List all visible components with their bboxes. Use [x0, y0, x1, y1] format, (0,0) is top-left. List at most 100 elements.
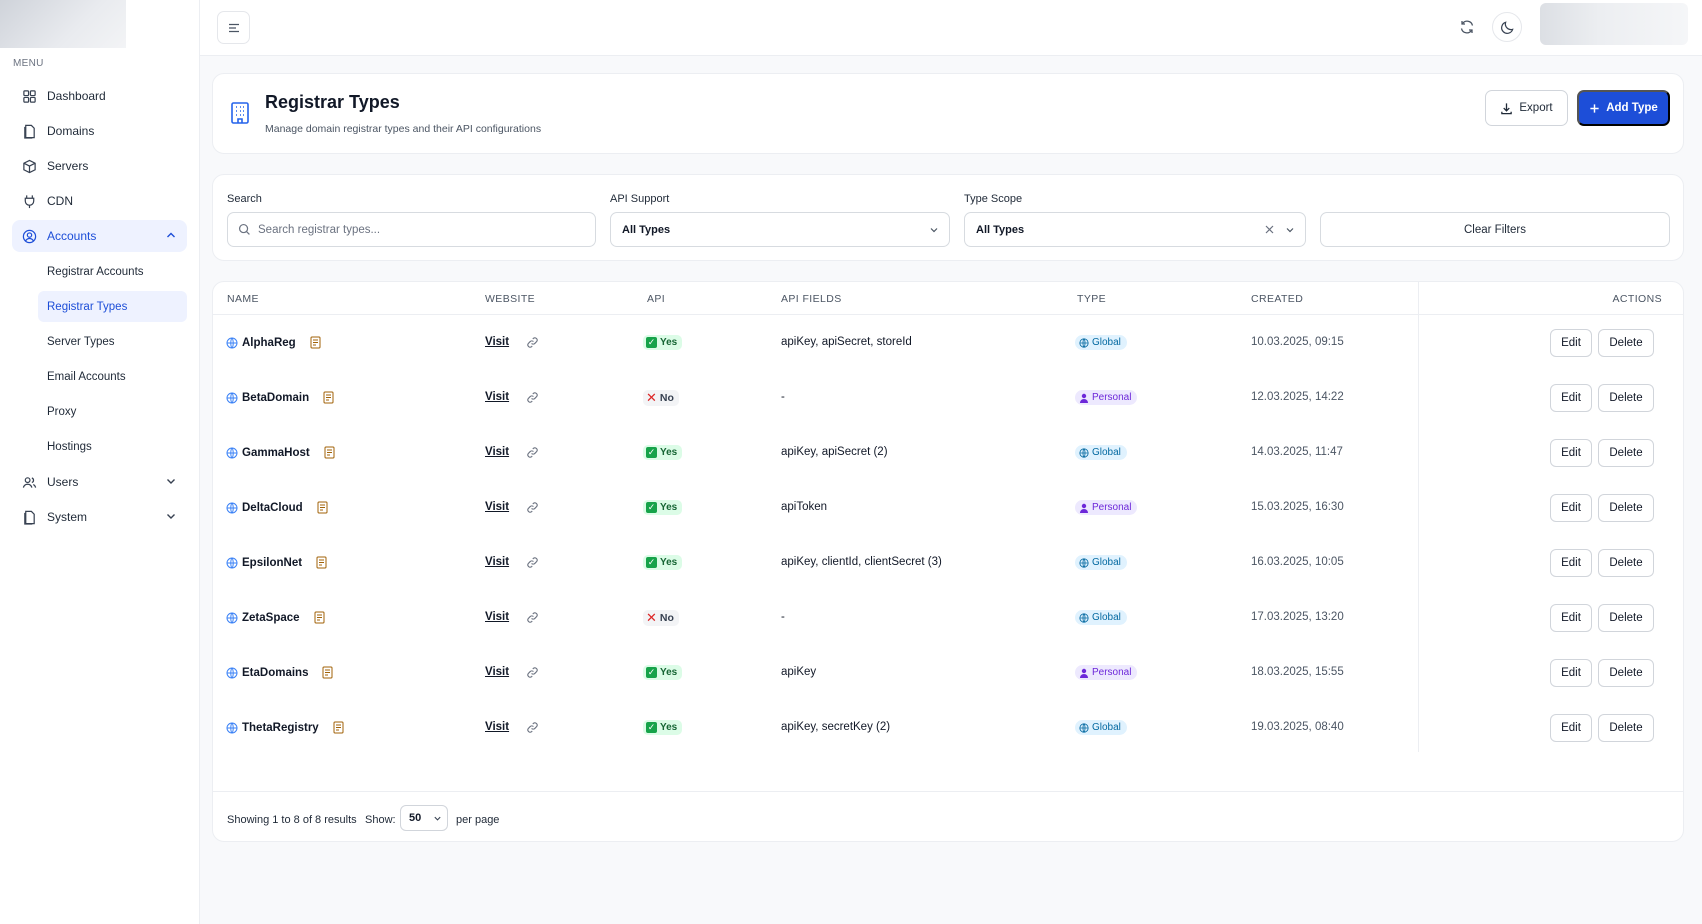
type-scope-select[interactable]: All Types: [964, 212, 1306, 247]
search-placeholder: Search registrar types...: [258, 223, 381, 236]
link-icon[interactable]: [526, 611, 539, 624]
notes-icon[interactable]: [333, 721, 344, 734]
add-type-button[interactable]: Add Type: [1577, 90, 1670, 126]
column-header-api-fields[interactable]: API FIELDS: [781, 293, 842, 305]
sidebar-item-users[interactable]: Users: [12, 466, 187, 498]
sidebar-subitem-hostings[interactable]: Hostings: [47, 440, 92, 453]
clear-filters-button[interactable]: Clear Filters: [1320, 212, 1670, 247]
notes-icon[interactable]: [310, 336, 321, 349]
column-header-api[interactable]: API: [647, 293, 666, 305]
api-yes-badge: ✓ Yes: [643, 665, 683, 680]
link-icon[interactable]: [526, 501, 539, 514]
delete-button[interactable]: Delete: [1598, 659, 1654, 687]
sidebar-subitem-registrar-types[interactable]: Registrar Types: [38, 291, 187, 322]
export-button[interactable]: Export: [1485, 90, 1568, 126]
edit-button[interactable]: Edit: [1550, 604, 1592, 632]
delete-button[interactable]: Delete: [1598, 549, 1654, 577]
refresh-button[interactable]: [1455, 15, 1479, 39]
plus-icon: [1590, 103, 1599, 113]
api-support-select[interactable]: All Types: [610, 212, 950, 247]
menu-heading: MENU: [13, 58, 44, 69]
check-icon: ✓: [646, 667, 657, 678]
edit-button[interactable]: Edit: [1550, 439, 1592, 467]
sidebar-subitem-proxy[interactable]: Proxy: [47, 405, 77, 418]
edit-button[interactable]: Edit: [1550, 659, 1592, 687]
x-icon: ✕: [646, 610, 657, 625]
edit-button[interactable]: Edit: [1550, 494, 1592, 522]
user-profile[interactable]: [1540, 3, 1688, 45]
link-icon[interactable]: [526, 556, 539, 569]
visit-link[interactable]: Visit: [485, 666, 510, 678]
visit-link[interactable]: Visit: [485, 501, 510, 513]
visit-link[interactable]: Visit: [485, 446, 510, 458]
notes-icon[interactable]: [316, 556, 327, 569]
link-icon[interactable]: [526, 446, 539, 459]
menu-toggle-button[interactable]: [217, 11, 250, 44]
sidebar-item-domains[interactable]: Domains: [12, 115, 187, 147]
sidebar-item-system[interactable]: System: [12, 501, 187, 533]
delete-button[interactable]: Delete: [1598, 384, 1654, 412]
sidebar-item-label: CDN: [47, 194, 73, 208]
edit-button[interactable]: Edit: [1550, 329, 1592, 357]
delete-button[interactable]: Delete: [1598, 329, 1654, 357]
type-value: Global: [1092, 447, 1121, 458]
search-input[interactable]: Search registrar types...: [227, 212, 596, 247]
api-support-label: API Support: [610, 193, 670, 205]
column-header-website[interactable]: WEBSITE: [485, 293, 536, 305]
edit-button[interactable]: Edit: [1550, 384, 1592, 412]
globe-icon: [226, 557, 238, 569]
per-page-select[interactable]: 50: [400, 805, 448, 831]
filters-card: Search Search registrar types... API Sup…: [212, 174, 1684, 261]
link-icon[interactable]: [526, 721, 539, 734]
visit-link[interactable]: Visit: [485, 611, 510, 623]
table-row: EtaDomains Visit ✓ Yes apiKey Personal 18.03.2…: [213, 646, 1418, 701]
api-fields-cell: -: [781, 611, 785, 623]
sidebar-subitem-email-accounts[interactable]: Email Accounts: [47, 370, 126, 383]
column-header-type[interactable]: TYPE: [1077, 293, 1107, 305]
clear-icon[interactable]: [1264, 224, 1275, 235]
visit-link[interactable]: Visit: [485, 721, 510, 733]
row-actions: Edit Delete: [1418, 481, 1685, 536]
theme-toggle-button[interactable]: [1492, 12, 1522, 42]
notes-icon[interactable]: [324, 446, 335, 459]
column-header-created[interactable]: CREATED: [1251, 293, 1304, 305]
created-cell: 15.03.2025, 16:30: [1251, 501, 1344, 513]
created-cell: 14.03.2025, 11:47: [1251, 446, 1343, 458]
export-label: Export: [1519, 102, 1553, 114]
link-icon[interactable]: [526, 391, 539, 404]
visit-link[interactable]: Visit: [485, 336, 510, 348]
registrar-name: BetaDomain: [242, 391, 310, 404]
sidebar-item-label: Dashboard: [47, 89, 106, 103]
sidebar-item-servers[interactable]: Servers: [12, 150, 187, 182]
type-value: Personal: [1092, 392, 1132, 403]
globe-icon: [1079, 447, 1089, 458]
edit-button[interactable]: Edit: [1550, 549, 1592, 577]
table-footer: Showing 1 to 8 of 8 results Show: 50 per…: [213, 791, 1683, 843]
link-icon[interactable]: [526, 666, 539, 679]
api-fields-cell: -: [781, 391, 785, 403]
notes-icon[interactable]: [314, 611, 325, 624]
sidebar-subitem-server-types[interactable]: Server Types: [47, 335, 115, 348]
api-value: No: [659, 392, 674, 404]
link-icon[interactable]: [526, 336, 539, 349]
delete-button[interactable]: Delete: [1598, 604, 1654, 632]
globe-icon: [1079, 612, 1089, 623]
sidebar-item-accounts[interactable]: Accounts: [12, 220, 187, 252]
visit-link[interactable]: Visit: [485, 556, 510, 568]
sidebar-subitem-registrar-accounts[interactable]: Registrar Accounts: [47, 265, 144, 278]
delete-button[interactable]: Delete: [1598, 439, 1654, 467]
column-header-name[interactable]: NAME: [227, 293, 259, 305]
sidebar-item-cdn[interactable]: CDN: [12, 185, 187, 217]
notes-icon[interactable]: [323, 391, 334, 404]
edit-button[interactable]: Edit: [1550, 714, 1592, 742]
notes-icon[interactable]: [317, 501, 328, 514]
delete-button[interactable]: Delete: [1598, 714, 1654, 742]
api-fields-cell: apiToken: [781, 501, 828, 513]
per-page-label: per page: [456, 814, 500, 826]
logo[interactable]: [0, 0, 126, 48]
sidebar-item-dashboard[interactable]: Dashboard: [12, 80, 187, 112]
delete-button[interactable]: Delete: [1598, 494, 1654, 522]
visit-link[interactable]: Visit: [485, 391, 510, 403]
notes-icon[interactable]: [322, 666, 333, 679]
type-global-badge: Global: [1075, 610, 1127, 625]
